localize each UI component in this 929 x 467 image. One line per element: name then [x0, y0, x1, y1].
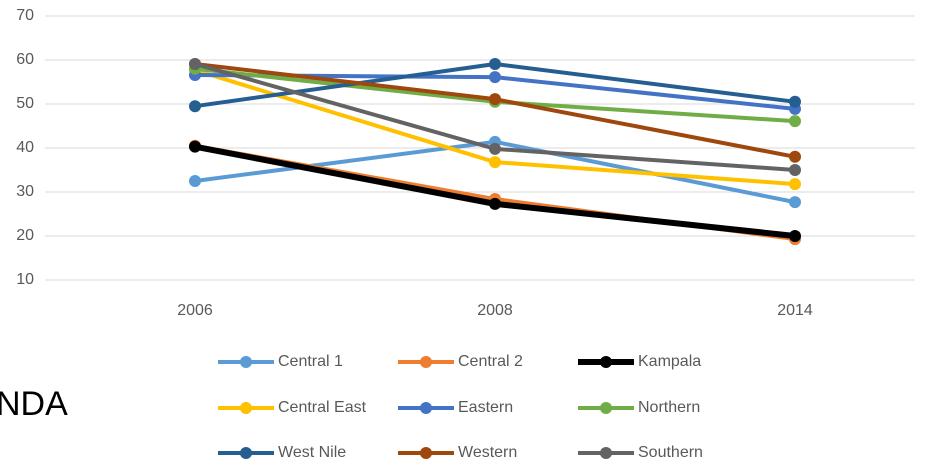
- legend-marker: [600, 447, 612, 459]
- legend-marker: [600, 402, 612, 414]
- legend-marker: [240, 447, 252, 459]
- legend-marker: [420, 447, 432, 459]
- point: [189, 175, 201, 187]
- y-tick-label: 40: [16, 139, 34, 156]
- legend-marker: [600, 356, 612, 368]
- legend-label: Eastern: [458, 399, 513, 416]
- legend-label: Central East: [278, 399, 367, 416]
- y-tick-label: 70: [16, 7, 34, 24]
- x-tick-label: 2008: [477, 302, 513, 319]
- point: [789, 230, 801, 242]
- y-tick-label: 10: [16, 271, 34, 288]
- y-tick-label: 20: [16, 227, 34, 244]
- y-tick-label: 30: [16, 183, 34, 200]
- legend-label: Southern: [638, 444, 703, 461]
- point: [189, 57, 201, 70]
- legend-marker: [420, 402, 432, 414]
- point: [189, 140, 201, 153]
- point: [789, 115, 801, 128]
- legend-label: Northern: [638, 399, 700, 416]
- point: [189, 100, 201, 113]
- point: [489, 57, 501, 70]
- point: [489, 156, 501, 169]
- legend-label: Western: [458, 444, 517, 461]
- y-tick-label: 60: [16, 51, 34, 68]
- point: [489, 197, 501, 210]
- point: [489, 142, 501, 155]
- x-tick-label: 2006: [177, 302, 213, 319]
- legend-label: Central 2: [458, 353, 523, 370]
- point: [489, 71, 501, 84]
- legend-label: Kampala: [638, 353, 701, 370]
- y-tick-label: 50: [16, 95, 34, 112]
- point: [789, 95, 801, 108]
- x-tick-label: 2014: [777, 302, 813, 319]
- legend-label: Central 1: [278, 353, 343, 370]
- legend-marker: [240, 402, 252, 414]
- legend-marker: [240, 356, 252, 368]
- legend-label: West Nile: [278, 444, 346, 461]
- point: [789, 150, 801, 163]
- annotation: NDA: [0, 385, 68, 423]
- point: [489, 93, 501, 106]
- point: [789, 196, 801, 209]
- legend-marker: [420, 356, 432, 368]
- point: [789, 164, 801, 176]
- point: [789, 178, 801, 191]
